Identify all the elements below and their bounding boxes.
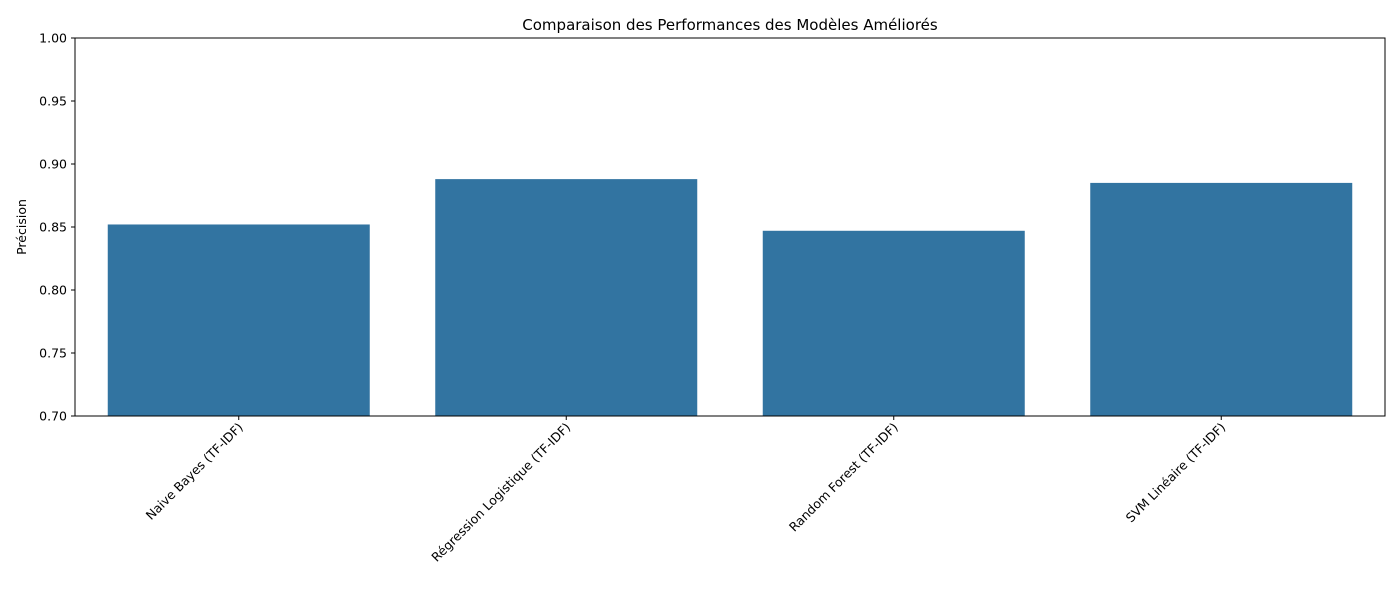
x-tick-label: Régression Logistique (TF-IDF) bbox=[428, 420, 573, 565]
bar bbox=[1090, 182, 1353, 416]
x-tick-label: SVM Linéaire (TF-IDF) bbox=[1123, 420, 1229, 526]
y-axis: 0.70 0.75 0.80 0.85 0.90 0.95 1.00 bbox=[39, 31, 75, 424]
bar bbox=[435, 179, 698, 416]
y-axis-label: Précision bbox=[14, 199, 29, 255]
bars-group bbox=[107, 179, 1353, 416]
chart-title: Comparaison des Performances des Modèles… bbox=[522, 16, 938, 34]
y-tick-label: 0.85 bbox=[39, 220, 67, 235]
y-tick-label: 1.00 bbox=[39, 31, 67, 46]
y-tick-label: 0.80 bbox=[39, 283, 67, 298]
plot-area-frame bbox=[74, 37, 1386, 417]
y-tick-label: 0.90 bbox=[39, 157, 67, 172]
bar bbox=[762, 230, 1025, 416]
x-axis: Naive Bayes (TF-IDF) Régression Logistiqu… bbox=[143, 416, 1229, 565]
y-tick-label: 0.95 bbox=[39, 94, 67, 109]
x-tick-label: Naive Bayes (TF-IDF) bbox=[143, 420, 246, 523]
bar bbox=[107, 224, 370, 416]
y-tick-label: 0.75 bbox=[39, 346, 67, 361]
y-tick-label: 0.70 bbox=[39, 409, 67, 424]
x-tick-label: Random Forest (TF-IDF) bbox=[786, 420, 901, 535]
